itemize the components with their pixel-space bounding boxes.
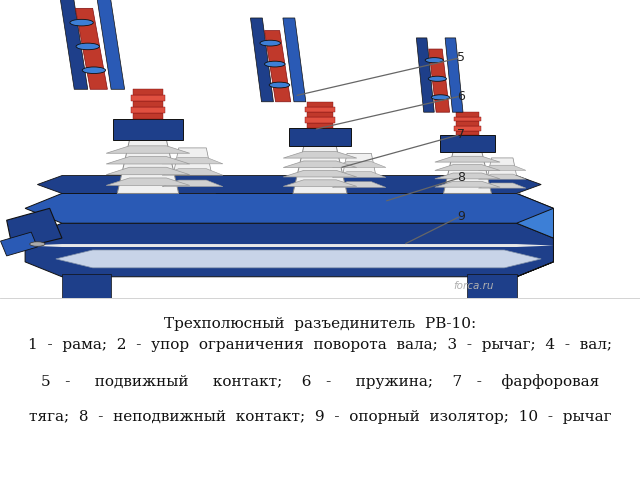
- Text: 1  -  рама;  2  -  упор  ограничения  поворота  вала;  3  -  рычаг;  4  -  вал;: 1 - рама; 2 - упор ограничения поворота …: [28, 338, 612, 352]
- Polygon shape: [132, 89, 163, 95]
- Polygon shape: [429, 49, 449, 112]
- Ellipse shape: [29, 242, 45, 246]
- Polygon shape: [284, 170, 356, 177]
- Polygon shape: [293, 146, 347, 193]
- Ellipse shape: [82, 67, 106, 73]
- Polygon shape: [444, 152, 492, 193]
- Text: 5   -     подвижный     контакт;    6   -     пружина;    7   -    фарфоровая: 5 - подвижный контакт; 6 - пружина; 7 - …: [41, 374, 599, 389]
- Polygon shape: [56, 250, 541, 268]
- Ellipse shape: [428, 76, 447, 81]
- Polygon shape: [479, 174, 526, 179]
- Text: 5: 5: [457, 51, 465, 64]
- Polygon shape: [131, 107, 165, 113]
- Polygon shape: [479, 183, 526, 188]
- Polygon shape: [132, 113, 163, 119]
- Text: 1: 1: [243, 437, 250, 451]
- Polygon shape: [60, 0, 88, 89]
- Polygon shape: [62, 274, 111, 298]
- Ellipse shape: [70, 19, 93, 26]
- Polygon shape: [6, 208, 62, 250]
- Ellipse shape: [264, 61, 285, 67]
- Polygon shape: [117, 140, 179, 193]
- Polygon shape: [456, 131, 479, 135]
- Text: 8: 8: [457, 171, 465, 184]
- Polygon shape: [284, 161, 356, 168]
- Text: forca.ru: forca.ru: [453, 281, 494, 290]
- Polygon shape: [131, 95, 165, 101]
- Polygon shape: [445, 38, 463, 112]
- Polygon shape: [106, 156, 189, 164]
- Polygon shape: [440, 135, 495, 152]
- Polygon shape: [289, 128, 351, 146]
- Polygon shape: [25, 244, 554, 247]
- Polygon shape: [456, 112, 479, 117]
- Polygon shape: [454, 117, 481, 121]
- Polygon shape: [162, 168, 223, 175]
- Polygon shape: [417, 38, 435, 112]
- Polygon shape: [435, 173, 500, 179]
- Polygon shape: [132, 101, 163, 107]
- Polygon shape: [106, 178, 189, 185]
- Polygon shape: [456, 121, 479, 126]
- Polygon shape: [250, 18, 273, 102]
- Text: 9: 9: [457, 209, 465, 223]
- Text: тяга;  8  -  неподвижный  контакт;  9  -  опорный  изолятор;  10  -  рычаг: тяга; 8 - неподвижный контакт; 9 - опорн…: [29, 410, 611, 424]
- Polygon shape: [264, 31, 291, 102]
- Polygon shape: [113, 119, 183, 140]
- Polygon shape: [305, 107, 335, 112]
- Polygon shape: [516, 193, 554, 277]
- Polygon shape: [484, 158, 520, 193]
- Polygon shape: [454, 126, 481, 131]
- Text: Трехполюсный  разъединитель  РВ-10:: Трехполюсный разъединитель РВ-10:: [164, 317, 476, 331]
- Polygon shape: [332, 181, 386, 187]
- Ellipse shape: [260, 40, 280, 46]
- Polygon shape: [25, 223, 554, 277]
- Ellipse shape: [431, 95, 449, 100]
- Polygon shape: [435, 181, 500, 187]
- Polygon shape: [170, 148, 216, 193]
- Text: 4: 4: [83, 324, 90, 338]
- Polygon shape: [479, 165, 526, 170]
- Polygon shape: [307, 102, 333, 107]
- Polygon shape: [37, 176, 541, 193]
- Polygon shape: [305, 118, 335, 123]
- Polygon shape: [284, 180, 356, 186]
- Polygon shape: [435, 165, 500, 170]
- Polygon shape: [76, 8, 108, 89]
- Text: 7: 7: [457, 128, 465, 141]
- Text: 10: 10: [386, 360, 401, 374]
- Bar: [0, 298, 640, 480]
- Text: 6: 6: [457, 89, 465, 103]
- Polygon shape: [1, 232, 37, 256]
- Ellipse shape: [269, 82, 290, 88]
- Polygon shape: [283, 18, 306, 102]
- Ellipse shape: [425, 58, 444, 63]
- Polygon shape: [307, 123, 333, 128]
- Polygon shape: [467, 274, 516, 298]
- Ellipse shape: [76, 43, 99, 50]
- Polygon shape: [339, 154, 380, 193]
- Polygon shape: [97, 0, 125, 89]
- Polygon shape: [25, 193, 554, 223]
- Polygon shape: [307, 112, 333, 118]
- Polygon shape: [435, 156, 500, 162]
- Polygon shape: [162, 157, 223, 164]
- Polygon shape: [332, 172, 386, 178]
- Text: 3: 3: [83, 439, 90, 452]
- Polygon shape: [106, 167, 189, 175]
- Text: 2: 2: [153, 447, 161, 460]
- Polygon shape: [284, 152, 356, 158]
- Polygon shape: [106, 146, 189, 153]
- Polygon shape: [332, 162, 386, 168]
- Polygon shape: [162, 180, 223, 187]
